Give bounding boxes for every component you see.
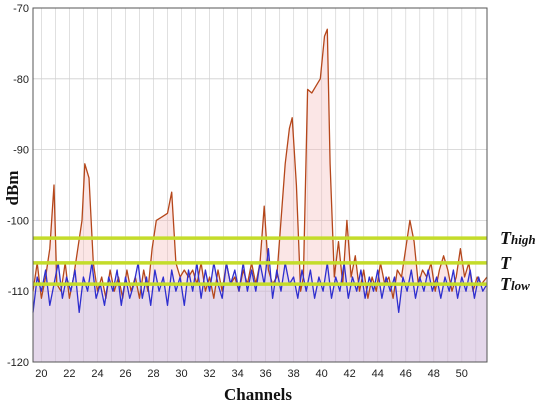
x-tick-label: 24 — [91, 368, 103, 380]
x-tick-labels: 20 22 24 26 28 30 32 34 36 38 40 42 44 46 48 50 — [35, 368, 468, 380]
x-axis-title: Channels — [224, 385, 292, 404]
grid — [33, 7, 487, 363]
threshold-layer — [33, 236, 487, 286]
y-tick-label: -70 — [13, 3, 29, 15]
y-tick-label: -110 — [8, 286, 29, 298]
threshold-label-high: Thigh — [500, 228, 536, 248]
x-tick-label: 32 — [203, 368, 215, 380]
y-tick-label: -80 — [13, 74, 29, 86]
x-tick-label: 46 — [400, 368, 412, 380]
x-tick-label: 20 — [35, 368, 47, 380]
x-tick-label: 26 — [119, 368, 131, 380]
x-tick-label: 50 — [456, 368, 468, 380]
x-tick-label: 34 — [231, 368, 243, 380]
x-tick-label: 48 — [428, 368, 440, 380]
x-tick-label: 30 — [175, 368, 187, 380]
threshold-label-mid: T — [500, 253, 512, 273]
plot-frame — [32, 7, 488, 363]
x-tick-label: 44 — [372, 368, 384, 380]
x-tick-label: 38 — [288, 368, 300, 380]
x-tick-label: 22 — [63, 368, 75, 380]
y-tick-label: -120 — [7, 357, 29, 369]
x-tick-label: 28 — [147, 368, 159, 380]
threshold-label-low: Tlow — [500, 274, 530, 294]
x-tick-label: 42 — [344, 368, 356, 380]
y-tick-label: -90 — [13, 145, 29, 157]
plot-background — [33, 8, 487, 362]
y-tick-labels: -70 -80 -90 -100 -110 -120 — [7, 3, 29, 369]
x-tick-label: 40 — [316, 368, 328, 380]
series-area-brown — [33, 29, 487, 362]
x-tick-label: 36 — [259, 368, 271, 380]
y-axis-title: dBm — [3, 171, 22, 206]
y-tick-label: -100 — [7, 215, 29, 227]
